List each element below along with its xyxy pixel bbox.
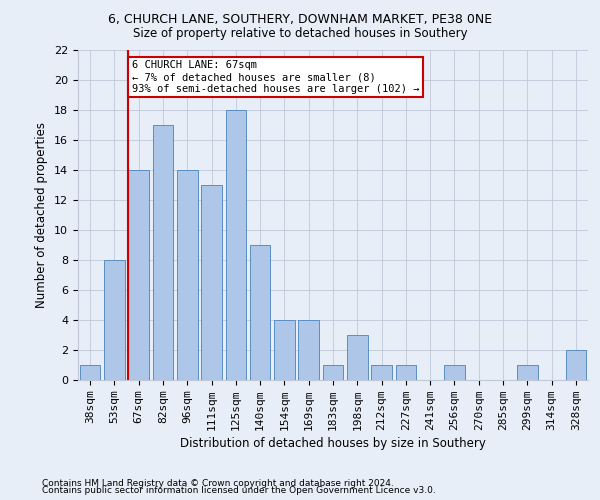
Bar <box>104 260 125 380</box>
Y-axis label: Number of detached properties: Number of detached properties <box>35 122 49 308</box>
Bar <box>80 365 100 380</box>
Bar <box>128 170 149 380</box>
Bar <box>444 365 465 380</box>
Bar <box>274 320 295 380</box>
Bar <box>566 350 586 380</box>
Bar <box>371 365 392 380</box>
Bar <box>177 170 197 380</box>
Bar <box>323 365 343 380</box>
Bar <box>517 365 538 380</box>
Bar <box>152 125 173 380</box>
Text: Size of property relative to detached houses in Southery: Size of property relative to detached ho… <box>133 28 467 40</box>
X-axis label: Distribution of detached houses by size in Southery: Distribution of detached houses by size … <box>180 437 486 450</box>
Bar <box>201 185 222 380</box>
Bar <box>395 365 416 380</box>
Bar <box>250 245 271 380</box>
Text: 6, CHURCH LANE, SOUTHERY, DOWNHAM MARKET, PE38 0NE: 6, CHURCH LANE, SOUTHERY, DOWNHAM MARKET… <box>108 12 492 26</box>
Bar <box>226 110 246 380</box>
Bar <box>347 335 368 380</box>
Bar <box>298 320 319 380</box>
Text: 6 CHURCH LANE: 67sqm
← 7% of detached houses are smaller (8)
93% of semi-detache: 6 CHURCH LANE: 67sqm ← 7% of detached ho… <box>132 60 419 94</box>
Text: Contains HM Land Registry data © Crown copyright and database right 2024.: Contains HM Land Registry data © Crown c… <box>42 478 394 488</box>
Text: Contains public sector information licensed under the Open Government Licence v3: Contains public sector information licen… <box>42 486 436 495</box>
